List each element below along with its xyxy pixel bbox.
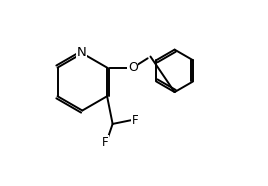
Text: F: F [102,136,109,149]
Text: N: N [76,46,86,59]
Text: O: O [128,61,138,74]
Text: F: F [132,114,139,127]
